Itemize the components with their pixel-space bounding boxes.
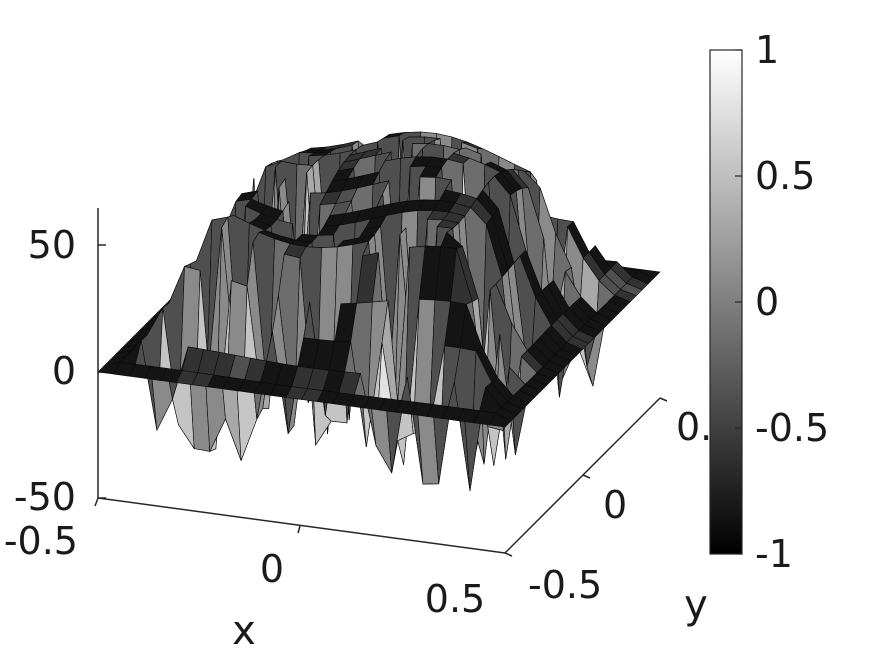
x-tick-mark [504,552,513,557]
z-tick-label: -50 [14,475,76,519]
x-axis-line [97,497,506,554]
y-axis-line [504,397,661,554]
x-axis-label: x [232,608,256,654]
y-tick-label: 0 [603,483,627,527]
colorbar-tick-label: -1 [755,532,793,576]
colorbar-tick-label: 0.5 [755,154,815,198]
z-tick-label: 50 [28,223,76,267]
x-tick-label: 0 [260,547,284,591]
y-axis-label: y [684,582,708,628]
x-tick-label: -0.5 [4,519,78,563]
y-tick-label: 0. [676,405,712,449]
axes-frame [97,208,661,554]
x-tick-label: 0.5 [425,577,485,621]
colorbar-tick-label: -0.5 [755,406,829,450]
x-tick-mark [297,525,301,534]
y-tick-label: -0.5 [528,563,602,607]
y-tick-mark [659,397,668,402]
z-tick-label: 0 [52,349,76,393]
x-tick-mark [94,497,99,507]
surface-face [488,412,512,428]
colorbar-ticks [735,49,742,555]
surface-mesh [97,131,661,491]
y-tick-mark [582,474,591,479]
colorbar-tick-label: 1 [755,28,779,72]
colorbar-tick-label: 0 [755,280,779,324]
